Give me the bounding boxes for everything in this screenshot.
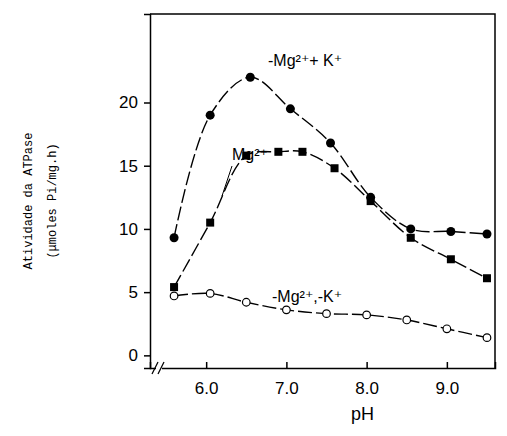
x-tick: 7.0 bbox=[275, 362, 299, 398]
series-label: Mg²⁺ bbox=[232, 146, 268, 163]
data-point bbox=[206, 219, 214, 227]
x-tick-label: 6.0 bbox=[195, 379, 219, 398]
x-axis: 6.0 7.0 8.0 9.0 bbox=[151, 362, 496, 398]
data-point bbox=[170, 292, 178, 300]
y-tick-label: 5 bbox=[129, 283, 138, 302]
x-tick: 8.0 bbox=[355, 362, 379, 398]
series-line bbox=[174, 77, 487, 238]
y-tick: 5 bbox=[129, 283, 150, 302]
y-tick: 15 bbox=[119, 157, 150, 176]
x-tick-label: 7.0 bbox=[275, 379, 299, 398]
series-label: -Mg²⁺,-K⁺ bbox=[272, 288, 342, 305]
chart: 6.0 7.0 8.0 9.0 0 5 10 15 20 pH Atividade da ATPas… bbox=[0, 0, 507, 436]
data-point bbox=[246, 73, 255, 82]
x-tick-mark bbox=[366, 362, 368, 368]
data-point bbox=[283, 306, 291, 314]
axis-break bbox=[152, 362, 158, 374]
data-point bbox=[403, 316, 411, 324]
plot-area bbox=[170, 73, 492, 342]
data-point bbox=[447, 255, 455, 263]
data-point bbox=[326, 138, 335, 147]
data-point bbox=[286, 104, 295, 113]
plot-frame bbox=[150, 14, 495, 368]
data-point bbox=[443, 325, 451, 333]
data-point bbox=[274, 148, 282, 156]
y-axis: 0 5 10 15 20 bbox=[119, 15, 150, 369]
data-point bbox=[206, 290, 214, 298]
y-tick-label: 20 bbox=[119, 93, 138, 112]
y-tick-mark bbox=[144, 292, 150, 294]
data-point bbox=[170, 233, 179, 242]
data-point bbox=[483, 334, 491, 342]
data-point bbox=[242, 298, 250, 306]
y-tick-mark bbox=[144, 165, 150, 167]
data-point bbox=[298, 148, 306, 156]
data-point bbox=[331, 164, 339, 172]
data-point bbox=[483, 274, 491, 282]
x-tick-mark bbox=[286, 362, 288, 368]
x-tick-mark bbox=[206, 362, 208, 368]
y-tick-label: 10 bbox=[119, 220, 138, 239]
y-axis-title: Atividade da ATPase bbox=[22, 133, 36, 270]
series-line bbox=[174, 151, 487, 287]
series-label: -Mg²⁺+ K⁺ bbox=[268, 52, 342, 69]
y-axis-title: (μmoles Pi/mg.h) bbox=[46, 143, 60, 258]
x-axis-title: pH bbox=[351, 404, 374, 424]
data-point bbox=[323, 310, 331, 318]
y-axis-line bbox=[144, 15, 151, 369]
label-leader bbox=[222, 166, 232, 196]
y-tick: 20 bbox=[119, 93, 150, 112]
axis-break bbox=[158, 362, 164, 374]
x-tick-mark bbox=[447, 362, 449, 368]
y-tick-mark bbox=[144, 102, 150, 104]
data-point bbox=[482, 229, 491, 238]
data-point bbox=[367, 197, 375, 205]
x-tick-label: 9.0 bbox=[436, 379, 460, 398]
y-tick-mark bbox=[144, 229, 150, 231]
data-point bbox=[206, 111, 215, 120]
x-axis-line bbox=[151, 362, 496, 369]
y-tick-label: 15 bbox=[119, 157, 138, 176]
data-point bbox=[363, 311, 371, 319]
y-tick: 0 bbox=[129, 346, 150, 365]
data-point bbox=[446, 227, 455, 236]
y-tick-label: 0 bbox=[129, 346, 138, 365]
data-point bbox=[406, 224, 415, 233]
y-tick-mark bbox=[144, 355, 150, 357]
y-tick: 10 bbox=[119, 220, 150, 239]
x-tick: 6.0 bbox=[195, 362, 219, 398]
data-point bbox=[170, 283, 178, 291]
x-tick: 9.0 bbox=[436, 362, 460, 398]
x-tick-label: 8.0 bbox=[355, 379, 379, 398]
data-point bbox=[407, 234, 415, 242]
